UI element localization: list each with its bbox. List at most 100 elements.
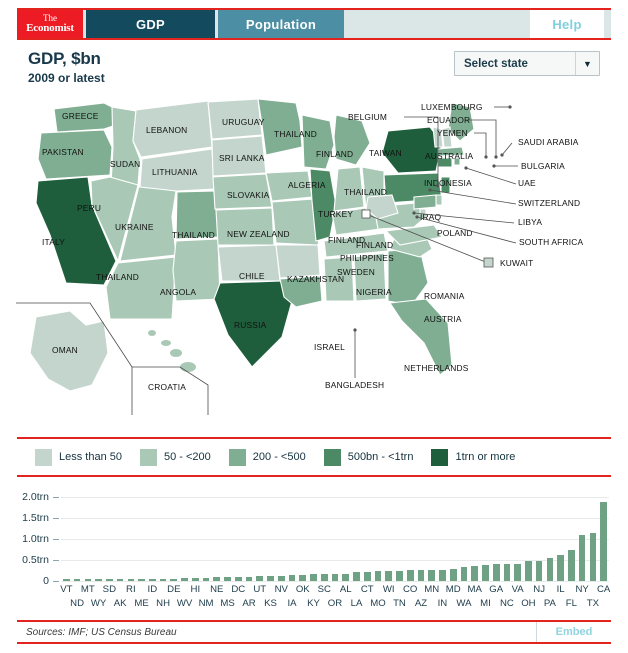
chart-bar[interactable] bbox=[191, 578, 199, 581]
chart-bar[interactable] bbox=[396, 570, 403, 581]
legend-item-0[interactable]: Less than 50 bbox=[17, 448, 122, 466]
chart-bar[interactable] bbox=[288, 575, 296, 581]
state-nm[interactable] bbox=[172, 238, 221, 302]
chart-bar[interactable] bbox=[503, 563, 511, 581]
state-or[interactable] bbox=[37, 129, 113, 180]
chart-bar[interactable] bbox=[116, 579, 124, 581]
state-nv[interactable] bbox=[90, 176, 139, 263]
legend-item-4[interactable]: 1trn or more bbox=[413, 448, 515, 466]
chart-bar[interactable] bbox=[84, 579, 92, 581]
chart-bar[interactable] bbox=[385, 570, 393, 581]
state-ga[interactable] bbox=[387, 248, 429, 306]
state-wy[interactable] bbox=[139, 148, 215, 192]
chart-bar[interactable] bbox=[73, 579, 81, 581]
state-wi[interactable] bbox=[301, 114, 335, 170]
chart-bar[interactable] bbox=[181, 578, 188, 581]
state-ca[interactable] bbox=[35, 176, 117, 286]
select-divider bbox=[575, 52, 576, 75]
legend-item-3[interactable]: 500bn - <1trn bbox=[306, 448, 413, 466]
chart-bar[interactable] bbox=[277, 575, 285, 581]
chart-bar[interactable] bbox=[600, 501, 607, 581]
chart-bar[interactable] bbox=[471, 565, 478, 581]
legend-item-1[interactable]: 50 - <200 bbox=[122, 448, 211, 466]
state-nh[interactable] bbox=[441, 126, 453, 148]
legend-item-2[interactable]: 200 - <500 bbox=[211, 448, 306, 466]
chart-bar[interactable] bbox=[95, 579, 102, 581]
state-nd[interactable] bbox=[207, 98, 263, 140]
chart-bar[interactable] bbox=[439, 569, 446, 581]
tab-population[interactable]: Population bbox=[218, 10, 344, 38]
chart-bar[interactable] bbox=[256, 576, 264, 581]
chart-bar[interactable] bbox=[267, 575, 274, 581]
state-ar[interactable] bbox=[275, 244, 321, 279]
chart-bar[interactable] bbox=[234, 576, 242, 581]
state-me[interactable] bbox=[447, 102, 475, 142]
chart-bar[interactable] bbox=[342, 573, 350, 581]
chart-bar[interactable] bbox=[568, 550, 575, 581]
chart-bar[interactable] bbox=[482, 565, 489, 581]
tab-help[interactable]: Help bbox=[530, 10, 604, 38]
chart-bar[interactable] bbox=[589, 533, 597, 581]
chart-bar[interactable] bbox=[417, 570, 425, 581]
state-select-dropdown[interactable]: Select state ▼ bbox=[454, 51, 600, 76]
state-in[interactable] bbox=[333, 166, 365, 212]
state-nc[interactable] bbox=[384, 224, 443, 246]
chart-bar[interactable] bbox=[299, 575, 307, 581]
chart-bar[interactable] bbox=[320, 574, 328, 581]
state-la[interactable] bbox=[279, 275, 323, 308]
state-ny[interactable] bbox=[381, 126, 443, 174]
state-ri[interactable] bbox=[453, 157, 461, 166]
chart-bar[interactable] bbox=[159, 578, 167, 581]
state-ak[interactable] bbox=[29, 310, 109, 392]
state-wv[interactable] bbox=[365, 194, 399, 220]
map-label-ky: PHILIPPINES bbox=[340, 253, 394, 263]
chart-bar[interactable] bbox=[106, 579, 113, 581]
state-al[interactable] bbox=[353, 252, 387, 302]
map-label-mn: THAILAND bbox=[274, 129, 317, 139]
us-choropleth-map[interactable]: GREECE PAKISTAN ITALY SUDAN PERU UKRAINE… bbox=[0, 85, 628, 430]
state-az[interactable] bbox=[105, 256, 177, 320]
state-mi[interactable] bbox=[333, 114, 371, 166]
state-hi[interactable] bbox=[148, 330, 196, 372]
chart-bar[interactable] bbox=[149, 578, 156, 581]
state-ms[interactable] bbox=[323, 256, 355, 302]
chart-bar[interactable] bbox=[127, 579, 135, 581]
tab-gdp[interactable]: GDP bbox=[86, 10, 215, 38]
chart-x-axis-label: IA bbox=[287, 598, 297, 609]
chart-bar[interactable] bbox=[224, 577, 231, 581]
embed-button[interactable]: Embed bbox=[555, 626, 593, 638]
chart-bar[interactable] bbox=[363, 571, 371, 581]
state-il[interactable] bbox=[309, 168, 337, 242]
state-de[interactable] bbox=[435, 194, 443, 206]
chart-bar[interactable] bbox=[492, 564, 500, 581]
state-mn[interactable] bbox=[257, 98, 303, 156]
chart-bar[interactable] bbox=[557, 554, 564, 581]
chart-bar[interactable] bbox=[213, 577, 221, 581]
chart-bar[interactable] bbox=[546, 557, 554, 581]
chart-bar[interactable] bbox=[353, 572, 360, 581]
chart-bar[interactable] bbox=[245, 576, 253, 581]
chart-bar[interactable] bbox=[514, 563, 521, 581]
chart-bar[interactable] bbox=[63, 579, 70, 581]
chart-bar[interactable] bbox=[374, 571, 382, 581]
chart-x-axis-label: WI bbox=[382, 584, 395, 595]
state-md[interactable] bbox=[413, 194, 437, 210]
chart-x-axis-label: NY bbox=[575, 584, 589, 595]
chart-bar[interactable] bbox=[170, 578, 178, 581]
chart-bar[interactable] bbox=[525, 561, 532, 581]
state-fl[interactable] bbox=[389, 298, 453, 376]
state-select-label: Select state bbox=[464, 57, 528, 70]
state-ks[interactable] bbox=[215, 207, 275, 246]
chart-bar[interactable] bbox=[310, 574, 317, 581]
chart-bar[interactable] bbox=[331, 574, 339, 581]
chart-bar[interactable] bbox=[428, 570, 436, 581]
chart-bar[interactable] bbox=[138, 578, 145, 581]
state-mt[interactable] bbox=[132, 100, 213, 158]
chart-bar[interactable] bbox=[406, 570, 414, 581]
chart-bar[interactable] bbox=[460, 566, 468, 581]
chart-bar[interactable] bbox=[449, 568, 457, 581]
map-label-ia: ALGERIA bbox=[288, 180, 326, 190]
chart-bar[interactable] bbox=[202, 577, 210, 581]
chart-bar[interactable] bbox=[578, 535, 586, 581]
chart-bar[interactable] bbox=[535, 560, 543, 581]
